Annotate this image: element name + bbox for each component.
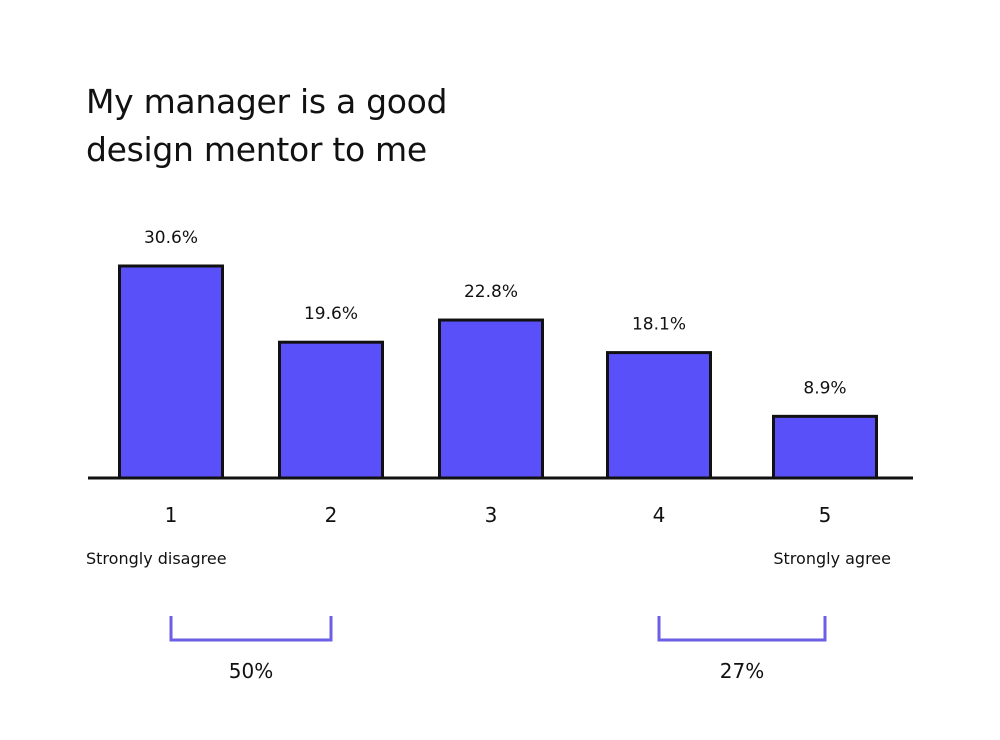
group-bracket-2 [657, 616, 827, 642]
scale-label-low: Strongly disagree [86, 549, 227, 568]
chart-title-line-1: My manager is a good [86, 82, 448, 121]
value-label-2: 19.6% [304, 304, 358, 324]
bars-layer [118, 264, 878, 480]
category-label-2: 2 [325, 503, 338, 527]
bar-1 [118, 264, 224, 480]
value-labels-layer: 30.6% 19.6% 22.8% 18.1% 8.9% [144, 228, 847, 398]
value-label-4: 18.1% [632, 315, 686, 335]
bar-3 [438, 318, 544, 480]
category-label-1: 1 [165, 503, 178, 527]
chart-title: My manager is a good design mentor to me [86, 78, 606, 174]
category-label-4: 4 [653, 503, 666, 527]
group-total-label-2: 27% [720, 659, 764, 683]
chart-title-line-2: design mentor to me [86, 130, 427, 169]
value-label-3: 22.8% [464, 282, 518, 302]
category-labels-layer: 1 2 3 4 5 [165, 503, 832, 527]
group-brackets-layer: 50% 27% [169, 616, 827, 683]
bar-2 [278, 340, 384, 480]
category-label-5: 5 [819, 503, 832, 527]
category-label-3: 3 [485, 503, 498, 527]
group-total-label-1: 50% [229, 659, 273, 683]
bar-4 [606, 351, 712, 480]
value-label-5: 8.9% [803, 378, 846, 398]
group-bracket-1 [169, 616, 333, 642]
bar-5 [772, 414, 878, 480]
scale-label-high: Strongly agree [773, 549, 891, 568]
value-label-1: 30.6% [144, 228, 198, 248]
